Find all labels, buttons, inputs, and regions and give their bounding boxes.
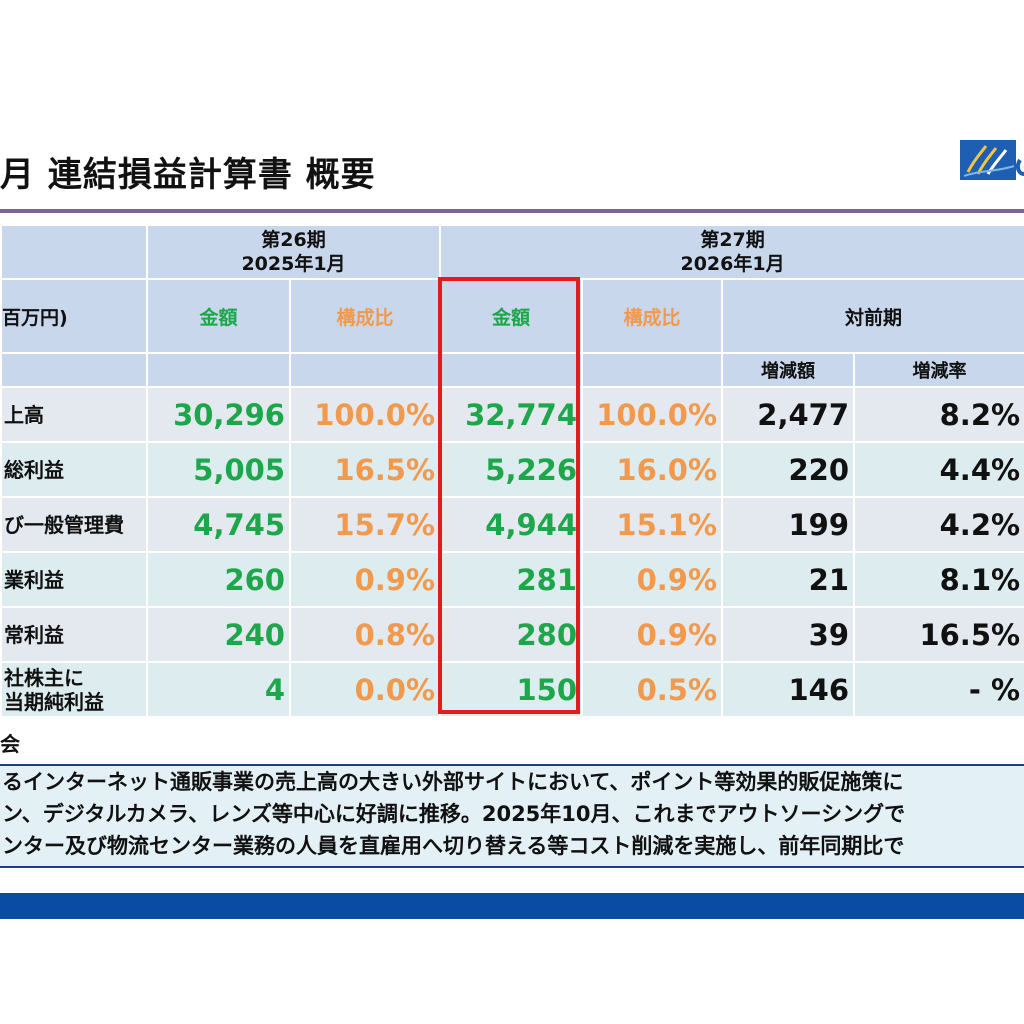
amount26-cell: 240: [146, 606, 291, 663]
rate-header: 増減率: [853, 352, 1024, 388]
period27-line1: 第27期: [700, 229, 765, 251]
rate-cell: 4.4%: [853, 441, 1024, 498]
header-blank: [581, 352, 724, 388]
ratio27-cell: 0.5%: [581, 661, 724, 718]
rate-cell: 8.2%: [853, 386, 1024, 443]
ratio26-cell: 0.9%: [288, 551, 442, 608]
footer-bar: [0, 893, 1024, 919]
diff-cell: 2,477: [721, 386, 856, 443]
page-title: 月 連結損益計算書 概要: [0, 155, 376, 195]
title-divider: [0, 209, 1024, 213]
notes-line: るインターネット通販事業の売上高の大きい外部サイトにおいて、ポイント等効果的販促…: [2, 770, 904, 794]
table-row: 社株主に 当期純利益 4 0.0% 150 0.5% 146 - %: [0, 661, 1024, 718]
ratio26-cell: 0.0%: [288, 661, 442, 718]
rate-cell: - %: [853, 661, 1024, 718]
amount26-header: 金額: [146, 278, 291, 354]
amount27-cell: 5,226: [439, 441, 584, 498]
row-label: 総利益: [0, 441, 148, 498]
ratio27-cell: 16.0%: [581, 441, 724, 498]
notes-line: ンター及び物流センター業務の人員を直雇用へ切り替える等コスト削減を実施し、前年同…: [2, 834, 905, 858]
ratio27-cell: 0.9%: [581, 606, 724, 663]
period26-line1: 第26期: [261, 229, 326, 251]
table-row: 総利益 5,005 16.5% 5,226 16.0% 220 4.4%: [0, 441, 1024, 498]
header-blank: [0, 352, 148, 388]
diff-cell: 146: [721, 661, 856, 718]
amount26-cell: 260: [146, 551, 291, 608]
table-row: び一般管理費 4,745 15.7% 4,944 15.1% 199 4.2%: [0, 496, 1024, 553]
header-blank: [0, 224, 148, 280]
period27-header: 第27期 2026年1月: [439, 224, 1024, 280]
diff-cell: 199: [721, 496, 856, 553]
amount26-cell: 30,296: [146, 386, 291, 443]
amount27-cell: 32,774: [439, 386, 584, 443]
diff-cell: 39: [721, 606, 856, 663]
ratio26-cell: 100.0%: [288, 386, 442, 443]
header-blank: [146, 352, 291, 388]
rate-cell: 16.5%: [853, 606, 1024, 663]
row-label: 業利益: [0, 551, 148, 608]
notes-box: るインターネット通販事業の売上高の大きい外部サイトにおいて、ポイント等効果的販促…: [0, 764, 1024, 868]
header-blank: [288, 352, 442, 388]
ratio27-header: 構成比: [581, 278, 724, 354]
ratio27-cell: 100.0%: [581, 386, 724, 443]
ratio26-cell: 0.8%: [288, 606, 442, 663]
period26-line2: 2025年1月: [241, 253, 346, 275]
unit-label: 百万円): [0, 278, 148, 354]
notes-line: ン、デジタルカメラ、レンズ等中心に好調に推移。2025年10月、これまでアウトソ…: [2, 802, 906, 826]
notes-heading: 会: [0, 732, 20, 756]
ratio26-header: 構成比: [288, 278, 442, 354]
diff-header: 増減額: [721, 352, 856, 388]
amount27-cell: 4,944: [439, 496, 584, 553]
diff-cell: 220: [721, 441, 856, 498]
amount27-header: 金額: [439, 278, 584, 354]
ratio27-cell: 0.9%: [581, 551, 724, 608]
income-statement-table: 第26期 2025年1月 第27期 2026年1月 百万円) 金額 構成比 金額…: [0, 224, 1024, 718]
amount26-cell: 5,005: [146, 441, 291, 498]
amount27-cell: 280: [439, 606, 584, 663]
row-label: び一般管理費: [0, 496, 148, 553]
row-label: 社株主に 当期純利益: [0, 661, 148, 718]
table-row: 上高 30,296 100.0% 32,774 100.0% 2,477 8.2…: [0, 386, 1024, 443]
row-label-line1: 社株主に: [4, 665, 84, 690]
table-row: 常利益 240 0.8% 280 0.9% 39 16.5%: [0, 606, 1024, 663]
amount27-cell: 150: [439, 661, 584, 718]
header-blank: [439, 352, 584, 388]
rate-cell: 8.1%: [853, 551, 1024, 608]
ratio26-cell: 15.7%: [288, 496, 442, 553]
diff-cell: 21: [721, 551, 856, 608]
row-label: 上高: [0, 386, 148, 443]
table-row: 業利益 260 0.9% 281 0.9% 21 8.1%: [0, 551, 1024, 608]
ratio27-cell: 15.1%: [581, 496, 724, 553]
yoy-header: 対前期: [721, 278, 1024, 354]
amount26-cell: 4,745: [146, 496, 291, 553]
period26-header: 第26期 2025年1月: [145, 224, 442, 280]
row-label-line2: 当期純利益: [4, 689, 104, 714]
rate-cell: 4.2%: [853, 496, 1024, 553]
company-logo: [960, 140, 1024, 182]
ratio26-cell: 16.5%: [288, 441, 442, 498]
period27-line2: 2026年1月: [680, 253, 785, 275]
row-label: 常利益: [0, 606, 148, 663]
amount26-cell: 4: [146, 661, 291, 718]
amount27-cell: 281: [439, 551, 584, 608]
